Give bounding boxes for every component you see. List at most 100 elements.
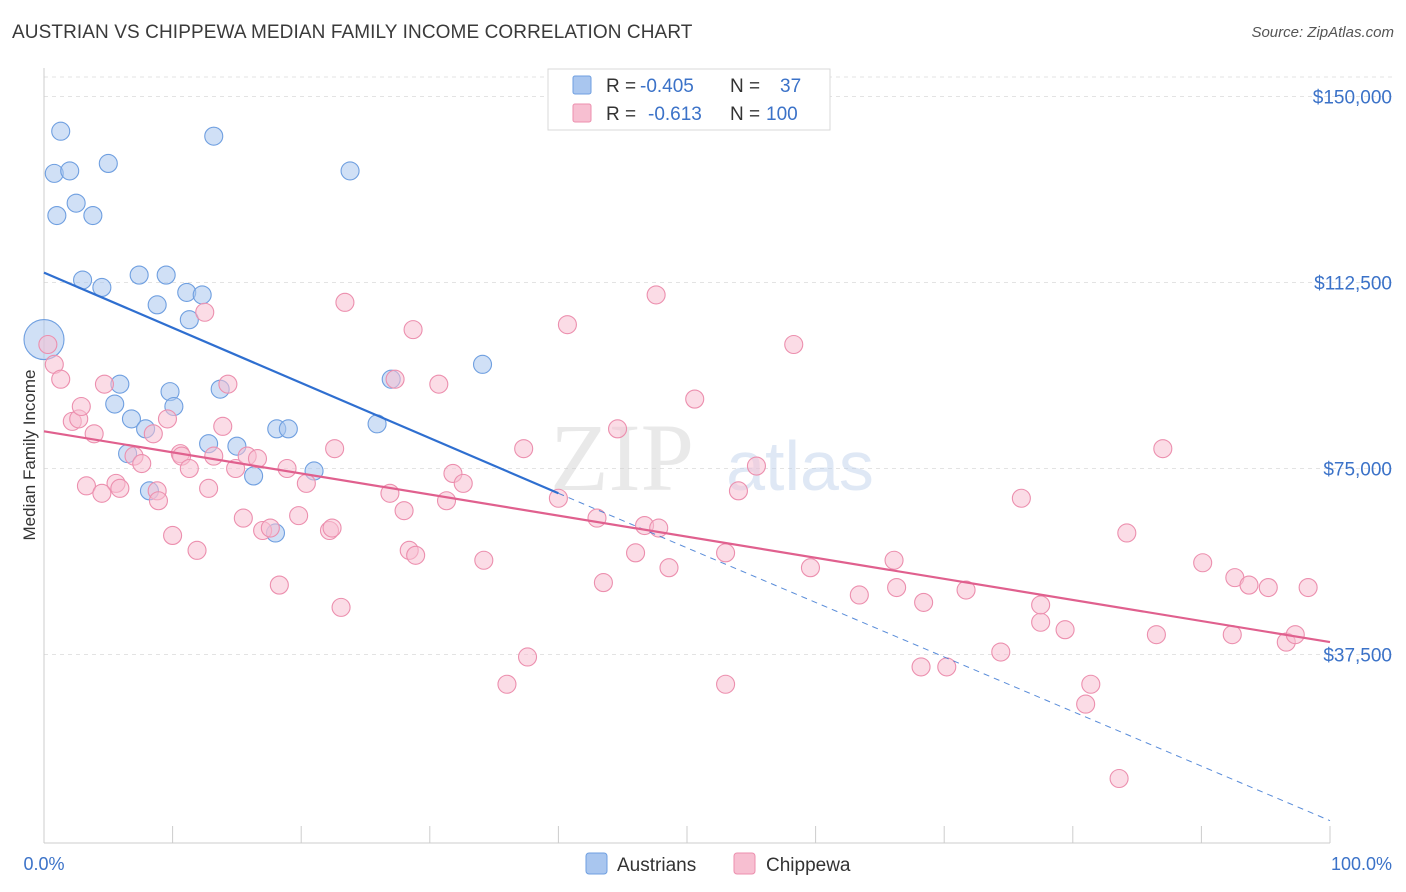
chippewa-point-30 [195,302,215,322]
chippewa-point-86 [1081,674,1101,694]
stats-legend-box [547,68,831,131]
chippewa-point-61 [608,419,628,439]
gridlines [44,76,1392,655]
austrians-point-13 [147,295,167,315]
chippewa-point-73 [800,558,821,578]
series-legend-swatch-austrians [585,852,608,875]
chippewa-point-35 [277,458,297,479]
chippewa-point-5 [71,396,91,417]
chippewa-point-36 [289,506,309,526]
chippewa-point-92 [1193,553,1213,573]
austrians-trend-extension [558,492,1331,822]
watermark-zip: ZIP [550,404,694,511]
chippewa-point-24 [204,446,224,466]
chippewa-point-20 [163,525,183,546]
chippewa-point-70 [728,481,748,501]
chippewa-point-89 [1117,523,1137,543]
chippewa-point-32 [247,449,268,469]
chippewa-point-76 [887,577,907,598]
austrians-point-7 [204,126,224,146]
axes [43,68,1331,844]
chippewa-point-72 [784,334,804,355]
chippewa-point-14 [143,424,163,444]
trend-lines [43,271,1331,822]
chippewa-trend-line [43,430,1331,644]
austrians-point-12 [156,265,176,285]
austrians-point-3 [47,205,67,226]
chippewa-point-50 [436,491,457,511]
chippewa-point-22 [187,540,207,560]
stats-legend: R = -0.405 N = 37 R = -0.613 N = 100 [547,68,831,131]
y-tick-label-3: $150,000 [1313,88,1392,109]
chippewa-point-80 [956,580,976,600]
chippewa-point-44 [385,369,405,389]
series-legend-austrians: Austrians [617,855,696,876]
legend-r-value-austrians: -0.405 [640,76,694,97]
chippewa-point-56 [517,647,538,667]
x-tick-labels: 0.0% 100.0% [23,854,1392,874]
series-legend: Austrians Chippewa [585,852,851,876]
chippewa-point-71 [746,456,766,476]
chippewa-point-55 [514,439,534,459]
chippewa-point-74 [849,585,869,605]
chippewa-point-82 [1011,488,1031,508]
chippewa-point-23 [199,478,219,498]
austrians-point-8 [340,161,360,181]
chippewa-point-87 [1076,694,1096,714]
austrians-point-16 [179,310,199,330]
chippewa-point-21 [179,458,199,479]
chippewa-point-57 [548,488,568,508]
chippewa-point-40 [331,597,351,617]
chippewa-point-16 [148,491,169,511]
chippewa-point-64 [649,518,669,538]
austrians-point-23 [105,394,125,414]
chippewa-point-81 [991,642,1011,662]
chippewa-point-60 [593,573,613,593]
legend-n-label-chippewa: N = [730,104,760,125]
chippewa-point-96 [1258,577,1278,598]
legend-swatch-austrians [572,75,592,95]
austrians-point-11 [129,265,149,285]
chippewa-point-75 [884,550,904,570]
source-credit: Source: ZipAtlas.com [1251,24,1394,41]
series-legend-swatch-chippewa [733,852,756,875]
y-tick-label-2: $112,500 [1314,274,1392,295]
austrians-point-22 [472,354,493,374]
y-tick-labels: $37,500 $75,000 $112,500 $150,000 [1313,88,1392,667]
chart-title: AUSTRIAN VS CHIPPEWA MEDIAN FAMILY INCOM… [12,22,693,43]
chippewa-point-49 [429,374,449,394]
chippewa-point-79 [937,657,957,677]
legend-r-label-austrians: R = [606,76,636,97]
chippewa-point-68 [716,543,736,563]
chippewa-point-85 [1055,620,1075,640]
austrians-point-5 [83,205,103,226]
chippewa-point-65 [646,285,666,305]
legend-n-value-chippewa: 100 [766,104,798,125]
chippewa-point-28 [233,508,253,528]
chippewa-point-91 [1153,439,1173,459]
legend-swatch-chippewa [572,103,592,123]
chippewa-point-52 [453,473,473,493]
chippewa-point-83 [1031,612,1051,632]
chippewa-point-66 [659,558,679,578]
austrians-point-0 [51,121,71,141]
chippewa-point-39 [322,518,342,538]
chippewa-point-10 [92,483,112,503]
x-tick-label-1: 100.0% [1331,854,1392,874]
chippewa-point-33 [260,518,280,538]
y-axis-title: Median Family Income [20,369,39,540]
chippewa-point-7 [94,374,114,394]
chippewa-point-41 [335,292,355,312]
chippewa-point-58 [557,315,577,335]
austrians-point-33 [244,466,264,486]
chippewa-point-53 [474,550,494,570]
chippewa-point-9 [76,476,96,496]
legend-n-value-austrians: 37 [780,76,801,97]
chippewa-point-94 [1222,625,1242,645]
chippewa-point-78 [911,657,931,677]
chippewa-point-67 [685,389,705,409]
chippewa-point-54 [497,674,517,694]
chippewa-point-25 [213,416,233,436]
chippewa-point-37 [296,473,316,493]
